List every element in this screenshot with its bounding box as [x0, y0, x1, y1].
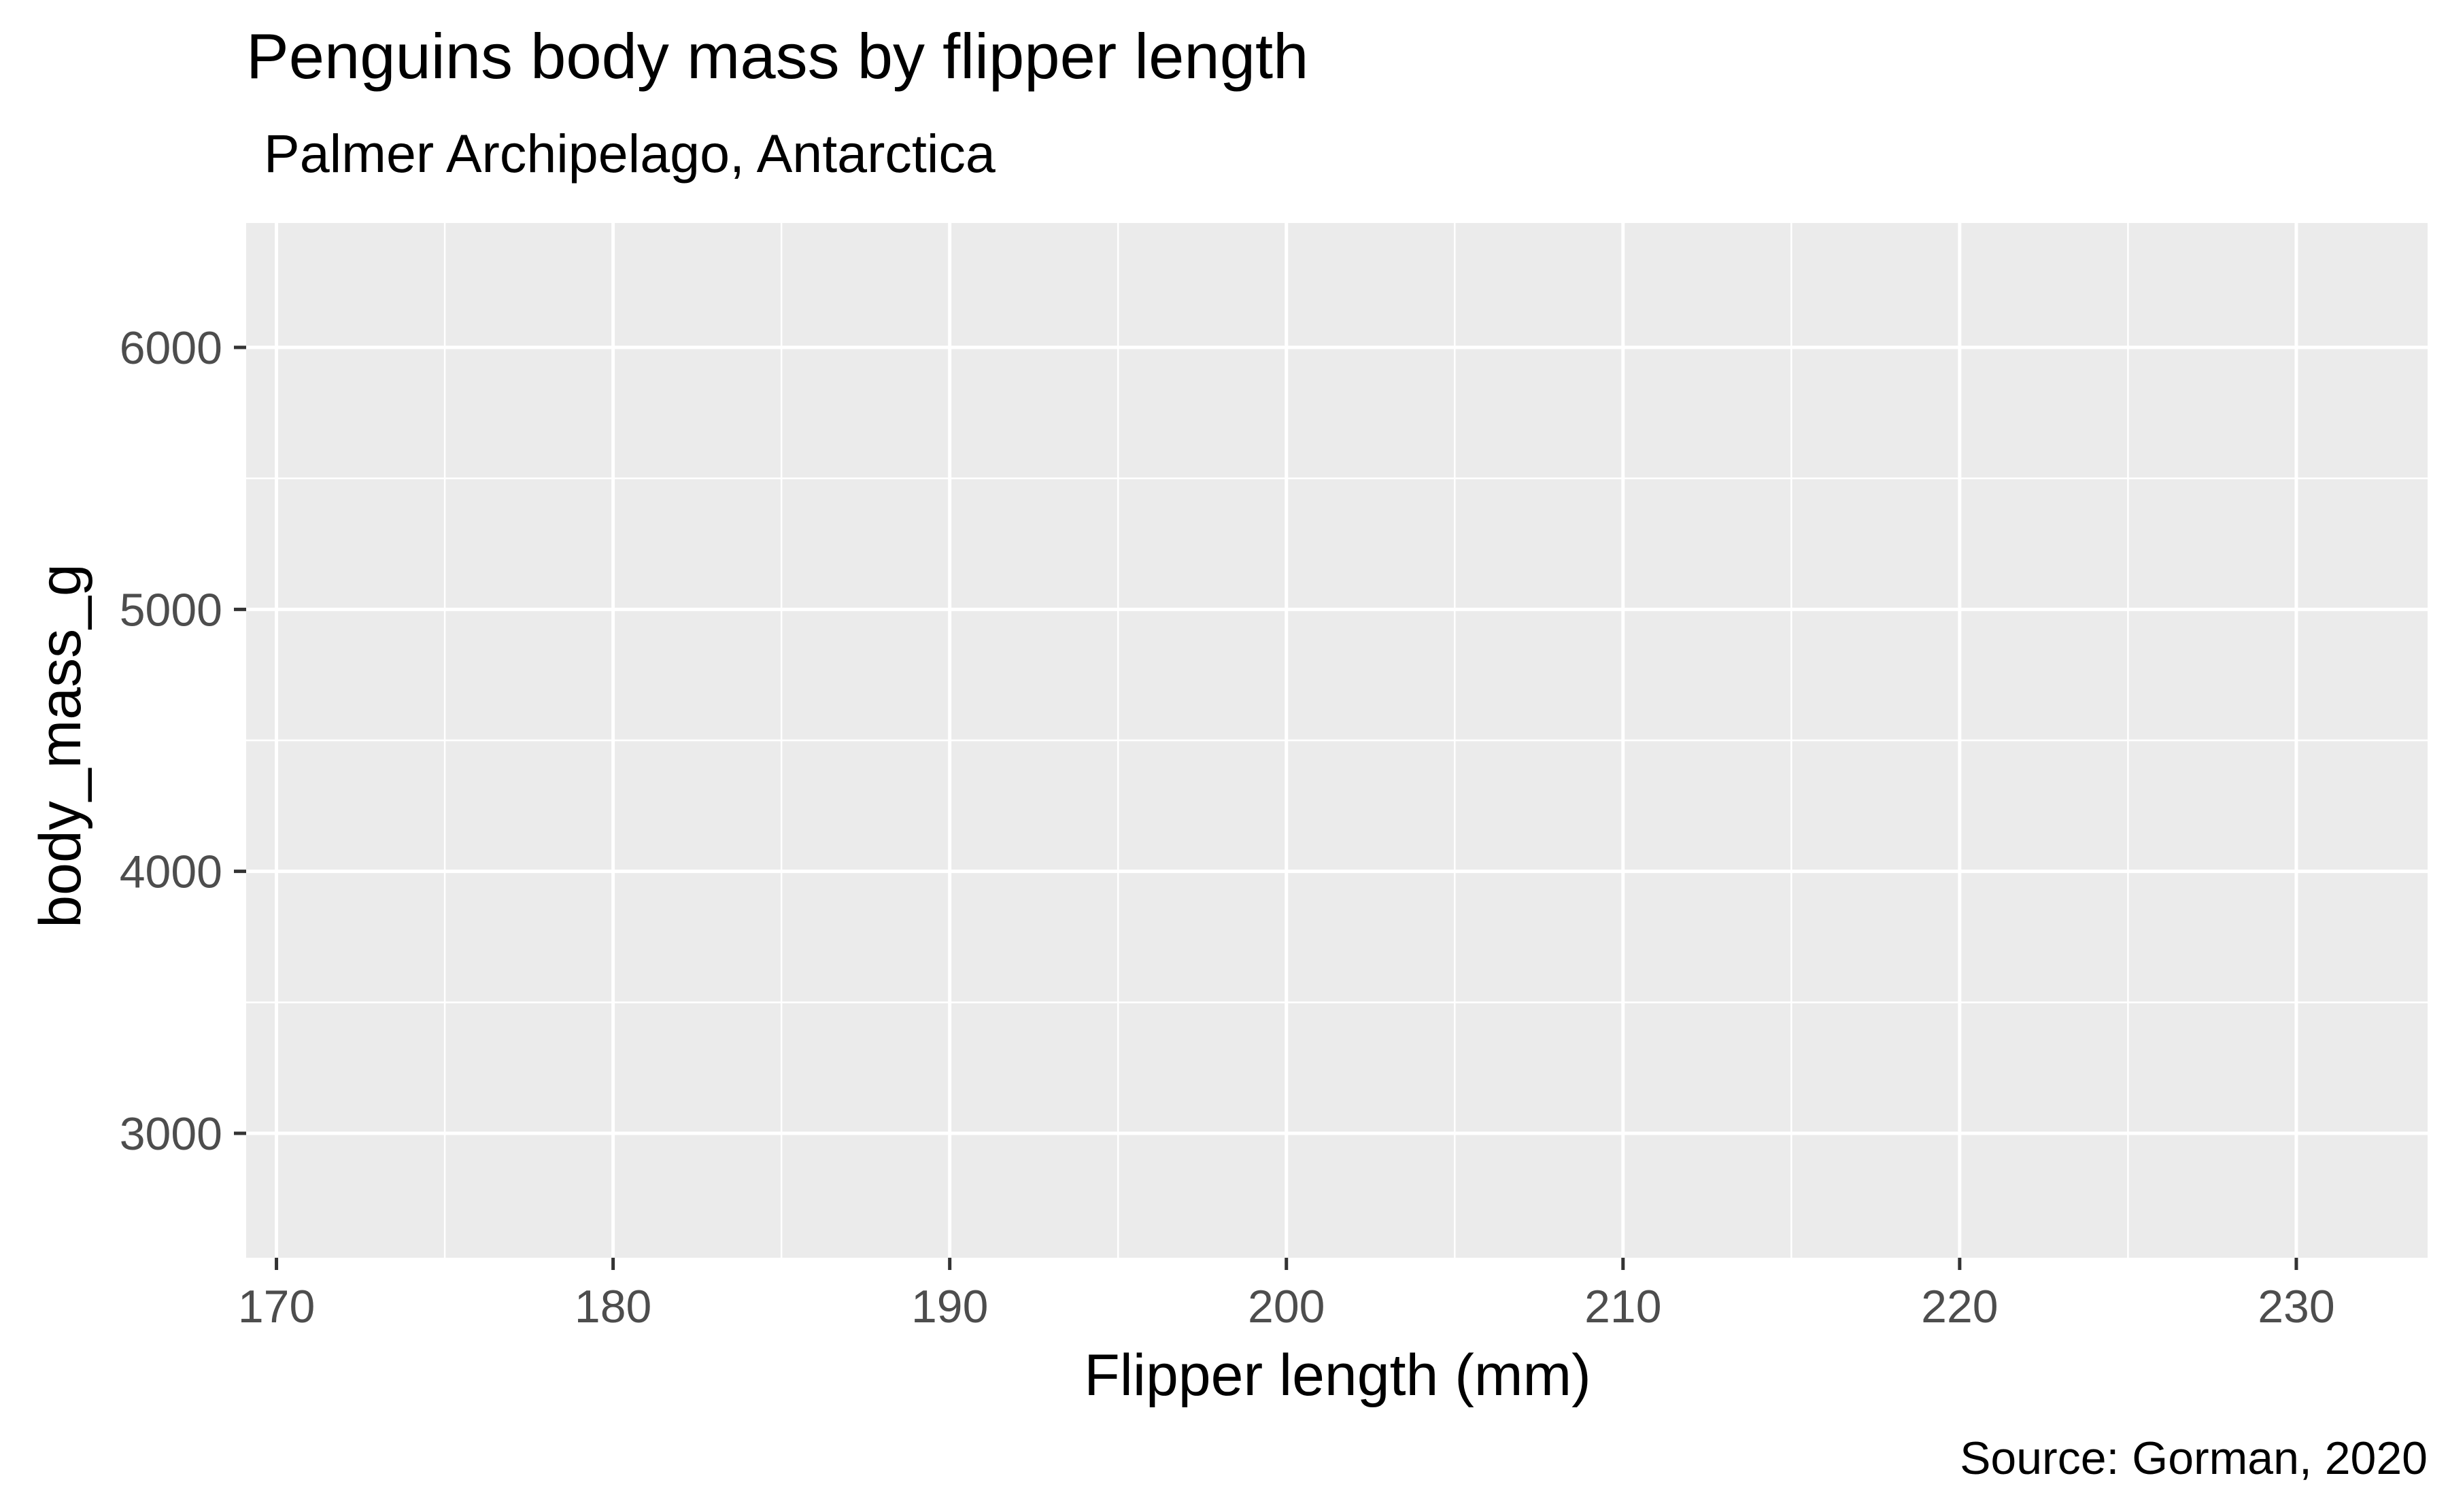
- x-tick-label: 210: [1584, 1281, 1661, 1333]
- chart-caption: Source: Gorman, 2020: [1960, 1432, 2428, 1484]
- x-tick-label: 220: [1921, 1281, 1998, 1333]
- y-tick-label: 4000: [120, 846, 222, 898]
- y-axis-title: body_mass_g: [28, 564, 93, 927]
- x-tick-label: 170: [238, 1281, 315, 1333]
- y-tick-label: 5000: [120, 584, 222, 636]
- x-axis-title: Flipper length (mm): [1084, 1343, 1591, 1408]
- y-tick-label: 6000: [120, 322, 222, 374]
- x-tick-label: 190: [911, 1281, 988, 1333]
- x-tick-label: 230: [2258, 1281, 2334, 1333]
- chart-title: Penguins body mass by flipper length: [246, 20, 1308, 92]
- x-tick-label: 180: [575, 1281, 651, 1333]
- y-tick-label: 3000: [120, 1108, 222, 1160]
- plot-area: 170 180 190 200 210 220 230 3000 4000 5000 6000: [120, 223, 2428, 1333]
- x-tick-label: 200: [1248, 1281, 1325, 1333]
- chart-subtitle: Palmer Archipelago, Antarctica: [264, 123, 996, 184]
